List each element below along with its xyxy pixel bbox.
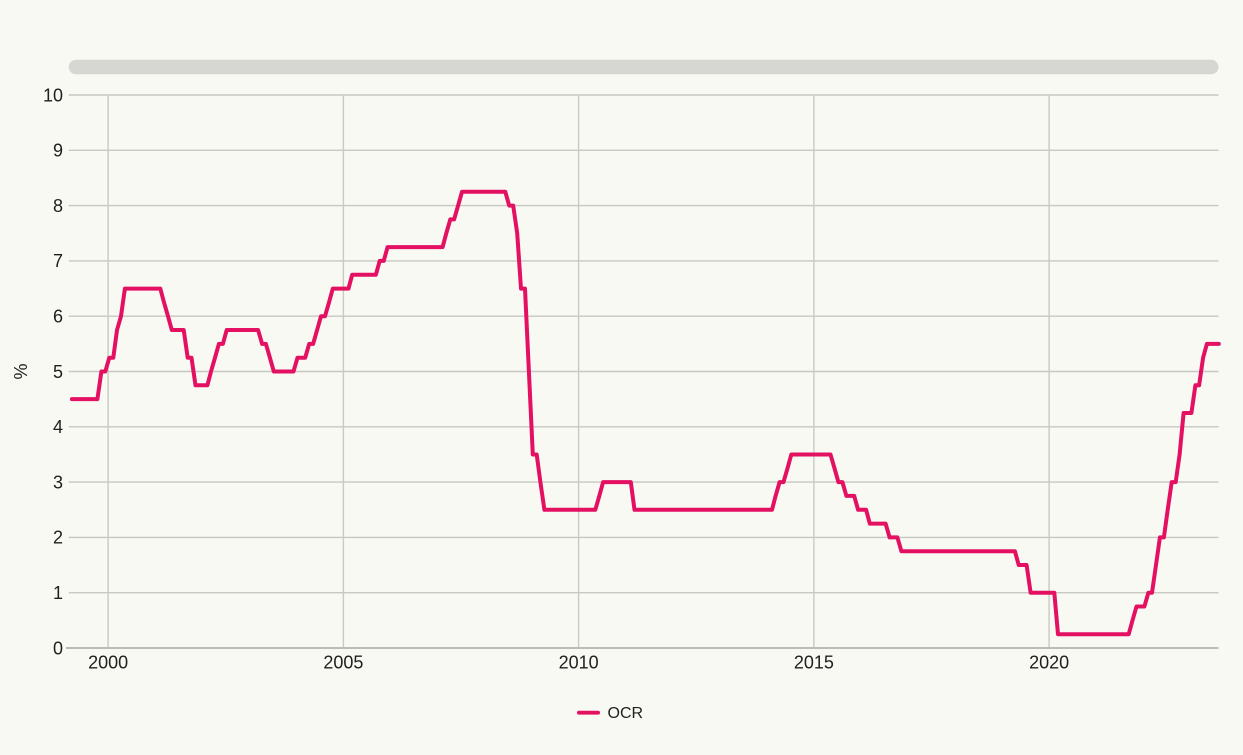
- svg-text:9: 9: [53, 141, 63, 161]
- svg-text:5: 5: [53, 362, 63, 382]
- svg-text:2: 2: [53, 528, 63, 548]
- svg-text:10: 10: [43, 85, 63, 105]
- svg-text:OCR: OCR: [608, 705, 644, 722]
- svg-text:8: 8: [53, 196, 63, 216]
- svg-text:2020: 2020: [1029, 653, 1069, 673]
- svg-text:4: 4: [53, 417, 63, 437]
- svg-text:1: 1: [53, 583, 63, 603]
- svg-text:0: 0: [53, 638, 63, 658]
- svg-text:7: 7: [53, 251, 63, 271]
- svg-text:%: %: [11, 363, 31, 379]
- svg-text:2010: 2010: [559, 653, 599, 673]
- svg-text:2000: 2000: [88, 653, 128, 673]
- svg-text:6: 6: [53, 307, 63, 327]
- svg-text:2005: 2005: [323, 653, 363, 673]
- svg-text:3: 3: [53, 472, 63, 492]
- svg-text:2015: 2015: [794, 653, 834, 673]
